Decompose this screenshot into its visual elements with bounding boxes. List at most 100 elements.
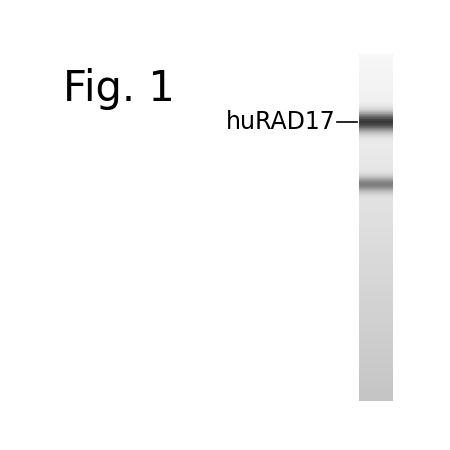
Bar: [359, 383, 393, 384]
Bar: [359, 167, 393, 168]
Bar: [359, 379, 393, 380]
Bar: [359, 263, 393, 264]
Bar: [359, 349, 393, 350]
Bar: [359, 147, 393, 148]
Bar: [359, 371, 393, 372]
Bar: [359, 364, 393, 365]
Bar: [359, 163, 393, 164]
Bar: [359, 137, 393, 138]
Bar: [359, 288, 393, 289]
Bar: [359, 292, 393, 293]
Bar: [359, 182, 393, 183]
Bar: [359, 108, 393, 109]
Bar: [359, 300, 393, 301]
Bar: [359, 319, 393, 320]
Bar: [359, 395, 393, 396]
Bar: [359, 352, 393, 353]
Bar: [359, 318, 393, 319]
Bar: [359, 249, 393, 250]
Bar: [359, 253, 393, 254]
Bar: [359, 215, 393, 216]
Bar: [359, 304, 393, 305]
Bar: [359, 65, 393, 66]
Bar: [359, 345, 393, 346]
Bar: [359, 157, 393, 158]
Bar: [359, 213, 393, 214]
Bar: [359, 73, 393, 74]
Bar: [359, 220, 393, 221]
Bar: [359, 112, 393, 113]
Bar: [359, 171, 393, 172]
Bar: [359, 141, 393, 142]
Bar: [359, 311, 393, 312]
Bar: [359, 246, 393, 247]
Bar: [359, 270, 393, 271]
Bar: [359, 111, 393, 112]
Text: Fig. 1: Fig. 1: [63, 68, 175, 110]
Bar: [359, 165, 393, 166]
Bar: [359, 129, 393, 130]
Bar: [359, 323, 393, 324]
Bar: [359, 281, 393, 282]
Bar: [359, 290, 393, 291]
Bar: [359, 252, 393, 253]
Bar: [359, 216, 393, 217]
Bar: [359, 375, 393, 376]
Bar: [359, 67, 393, 68]
Bar: [359, 343, 393, 344]
Bar: [359, 225, 393, 226]
Bar: [359, 355, 393, 356]
Bar: [359, 181, 393, 182]
Bar: [359, 369, 393, 370]
Bar: [359, 84, 393, 85]
Bar: [359, 185, 393, 186]
Bar: [359, 276, 393, 277]
Bar: [359, 283, 393, 284]
Bar: [359, 376, 393, 377]
Bar: [359, 377, 393, 378]
Bar: [359, 96, 393, 97]
Bar: [359, 72, 393, 73]
Bar: [359, 328, 393, 329]
Bar: [359, 197, 393, 198]
Bar: [359, 362, 393, 363]
Bar: [359, 234, 393, 235]
Bar: [359, 277, 393, 278]
Bar: [359, 102, 393, 103]
Bar: [359, 86, 393, 87]
Bar: [359, 210, 393, 211]
Bar: [359, 123, 393, 124]
Bar: [359, 233, 393, 234]
Bar: [359, 166, 393, 167]
Bar: [359, 219, 393, 220]
Bar: [359, 390, 393, 391]
Bar: [359, 192, 393, 193]
Bar: [359, 107, 393, 108]
Bar: [359, 118, 393, 119]
Bar: [359, 262, 393, 263]
Bar: [359, 285, 393, 286]
Bar: [359, 196, 393, 197]
Bar: [359, 314, 393, 315]
Bar: [359, 331, 393, 332]
Bar: [359, 312, 393, 313]
Bar: [359, 257, 393, 258]
Bar: [359, 295, 393, 296]
Bar: [359, 399, 393, 400]
Bar: [359, 74, 393, 75]
Bar: [359, 151, 393, 152]
Bar: [359, 287, 393, 288]
Bar: [359, 317, 393, 318]
Bar: [359, 175, 393, 176]
Bar: [359, 156, 393, 157]
Bar: [359, 64, 393, 65]
Bar: [359, 136, 393, 137]
Bar: [359, 155, 393, 156]
Bar: [359, 308, 393, 309]
Bar: [359, 268, 393, 269]
Bar: [359, 87, 393, 88]
Bar: [359, 149, 393, 150]
Bar: [359, 95, 393, 96]
Bar: [359, 126, 393, 127]
Bar: [359, 130, 393, 131]
